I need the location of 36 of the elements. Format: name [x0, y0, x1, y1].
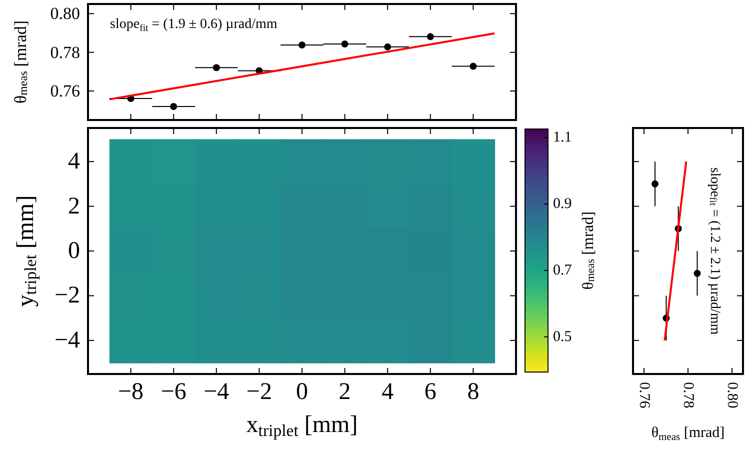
color-bar-label: 1.1 — [553, 130, 572, 146]
x-tick-label: −2 — [246, 379, 272, 406]
point — [212, 64, 220, 72]
color-bar-label: 0.5 — [553, 328, 572, 345]
x-tick-label: 0.78 — [680, 382, 696, 408]
y-tick-label: 0.78 — [50, 42, 80, 62]
y-tick-label: −2 — [54, 282, 80, 309]
point — [470, 62, 477, 70]
x-tick-label: 0.80 — [724, 382, 740, 408]
x-tick-label: 8 — [467, 379, 480, 406]
x-tick-label: 6 — [424, 379, 436, 406]
point — [170, 102, 178, 110]
point — [341, 40, 348, 48]
x-tick-label: −4 — [204, 379, 230, 406]
annotation: slope$_{fit}$ = (1.9 ± 0.6) µrad/mm — [110, 17, 278, 34]
point — [652, 180, 658, 188]
y-tick-label: 0 — [68, 238, 80, 264]
y-tick-label: 2 — [68, 193, 80, 220]
point — [694, 270, 701, 277]
x-tick-label: −6 — [160, 379, 186, 406]
x-tick-label: 4 — [382, 379, 394, 406]
x-axis-title: x$_{triplet}$ [mm] — [246, 412, 358, 440]
x-tick-label: 2 — [338, 379, 351, 406]
x-axis-title: θ$_{meas}$ [mrad] — [651, 425, 725, 443]
x-tick-label: 0.76 — [636, 382, 652, 409]
color-bar-label: 0.7 — [553, 262, 572, 278]
y-tick-label: −4 — [54, 327, 80, 354]
point — [384, 43, 392, 50]
color-bar-label: 0.9 — [553, 196, 572, 212]
y-tick-label: 4 — [68, 148, 80, 175]
x-tick-label: −8 — [118, 379, 144, 406]
x-tick-label: 0 — [296, 379, 308, 406]
point — [298, 41, 306, 48]
y-tick-label: 0.80 — [50, 4, 80, 24]
point — [426, 33, 434, 40]
y-tick-label: 0.76 — [50, 82, 80, 100]
